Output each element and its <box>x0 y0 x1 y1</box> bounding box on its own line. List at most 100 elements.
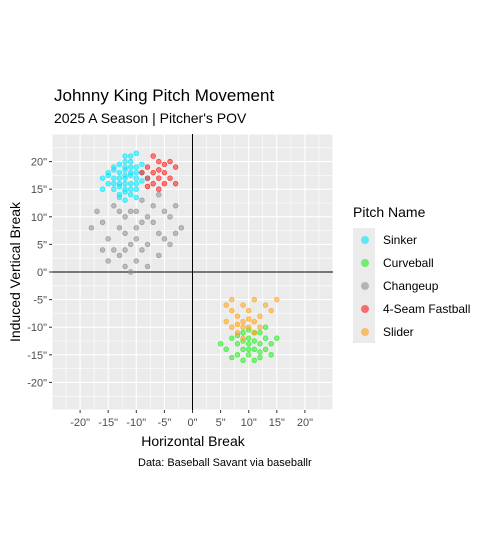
data-point <box>116 208 123 214</box>
data-point <box>156 175 162 181</box>
data-point <box>262 324 269 330</box>
y-tick-label: -15" <box>27 350 47 362</box>
data-point <box>223 346 229 352</box>
legend-item: Curveball <box>353 251 490 274</box>
data-point <box>251 296 258 303</box>
legend-item: Changeup <box>353 274 490 297</box>
data-point <box>116 183 123 190</box>
series-slider <box>223 296 280 341</box>
data-point <box>156 192 162 198</box>
legend-key <box>353 320 375 343</box>
y-axis-label: Induced Vertical Break <box>7 201 23 343</box>
legend-title: Pitch Name <box>353 204 426 220</box>
data-point <box>161 169 168 176</box>
legend-label: Slider <box>383 324 414 339</box>
data-point <box>167 241 173 248</box>
x-tick-label: 20" <box>297 417 313 429</box>
data-point <box>251 357 258 364</box>
data-point <box>234 352 241 358</box>
data-point <box>139 247 145 253</box>
data-point <box>240 335 246 341</box>
data-point <box>150 153 156 159</box>
data-point <box>127 208 134 214</box>
data-point <box>127 153 134 159</box>
data-point <box>156 158 162 165</box>
data-point <box>156 252 162 259</box>
data-point <box>246 341 252 347</box>
data-point <box>150 169 156 176</box>
data-point <box>116 175 123 181</box>
legend-item: Sinker <box>353 228 490 251</box>
data-point <box>246 324 252 330</box>
y-tick-label: 0" <box>37 267 47 279</box>
legend-key <box>353 297 375 320</box>
data-point <box>111 164 117 170</box>
data-point <box>246 307 252 314</box>
data-point <box>105 236 111 242</box>
y-tick-label: 15" <box>31 184 47 196</box>
data-point <box>139 197 145 203</box>
x-axis-ticks: -20" -15" -10" -5" 0" 5" 10" 15" 20" <box>70 410 313 429</box>
data-point <box>127 269 134 275</box>
data-point <box>240 318 246 325</box>
data-point <box>217 341 224 347</box>
data-point <box>139 219 145 226</box>
data-point <box>122 197 128 203</box>
data-point <box>133 175 140 181</box>
data-point <box>257 324 263 330</box>
reference-lines <box>52 134 333 410</box>
data-point <box>150 219 156 226</box>
data-point <box>257 313 263 319</box>
data-point <box>268 341 274 347</box>
data-point <box>257 354 263 361</box>
data-point <box>229 335 235 341</box>
data-point <box>257 341 263 347</box>
data-point <box>156 186 162 192</box>
data-point <box>156 167 162 173</box>
data-point <box>144 164 151 170</box>
data-point <box>133 258 140 264</box>
data-point <box>268 352 274 358</box>
x-tick-label: 15" <box>269 417 285 429</box>
data-point <box>161 180 168 187</box>
legend-label: 4-Seam Fastball <box>383 301 471 316</box>
data-point <box>133 169 140 176</box>
data-point <box>223 318 229 325</box>
data-point <box>116 252 123 259</box>
data-point <box>122 263 128 270</box>
x-tick-label: -20" <box>70 417 90 429</box>
data-point <box>111 203 117 209</box>
data-point <box>144 175 151 181</box>
data-point <box>246 316 252 322</box>
data-point <box>251 330 258 336</box>
y-tick-label: 20" <box>31 157 47 169</box>
data-point <box>144 263 151 270</box>
data-point <box>257 349 263 355</box>
data-point <box>122 214 128 220</box>
data-point <box>229 296 235 303</box>
data-point <box>105 258 111 264</box>
data-point <box>105 180 111 187</box>
data-point <box>167 214 173 220</box>
data-point <box>111 186 117 192</box>
data-point <box>133 236 140 242</box>
data-point <box>251 346 258 352</box>
data-point <box>144 214 151 220</box>
data-point <box>240 357 246 364</box>
data-point <box>172 164 179 170</box>
data-point <box>234 341 241 347</box>
data-point <box>122 230 128 237</box>
legend-key <box>353 251 375 274</box>
data-point <box>234 321 241 328</box>
data-point <box>161 161 168 168</box>
data-point <box>167 158 173 165</box>
data-point <box>251 338 258 344</box>
data-point <box>223 302 229 308</box>
data-point <box>116 161 123 168</box>
data-point <box>172 230 179 237</box>
data-point <box>127 192 134 198</box>
data-point <box>122 153 128 159</box>
data-point <box>262 302 269 308</box>
chart-title: Johnny King Pitch Movement <box>54 86 275 105</box>
